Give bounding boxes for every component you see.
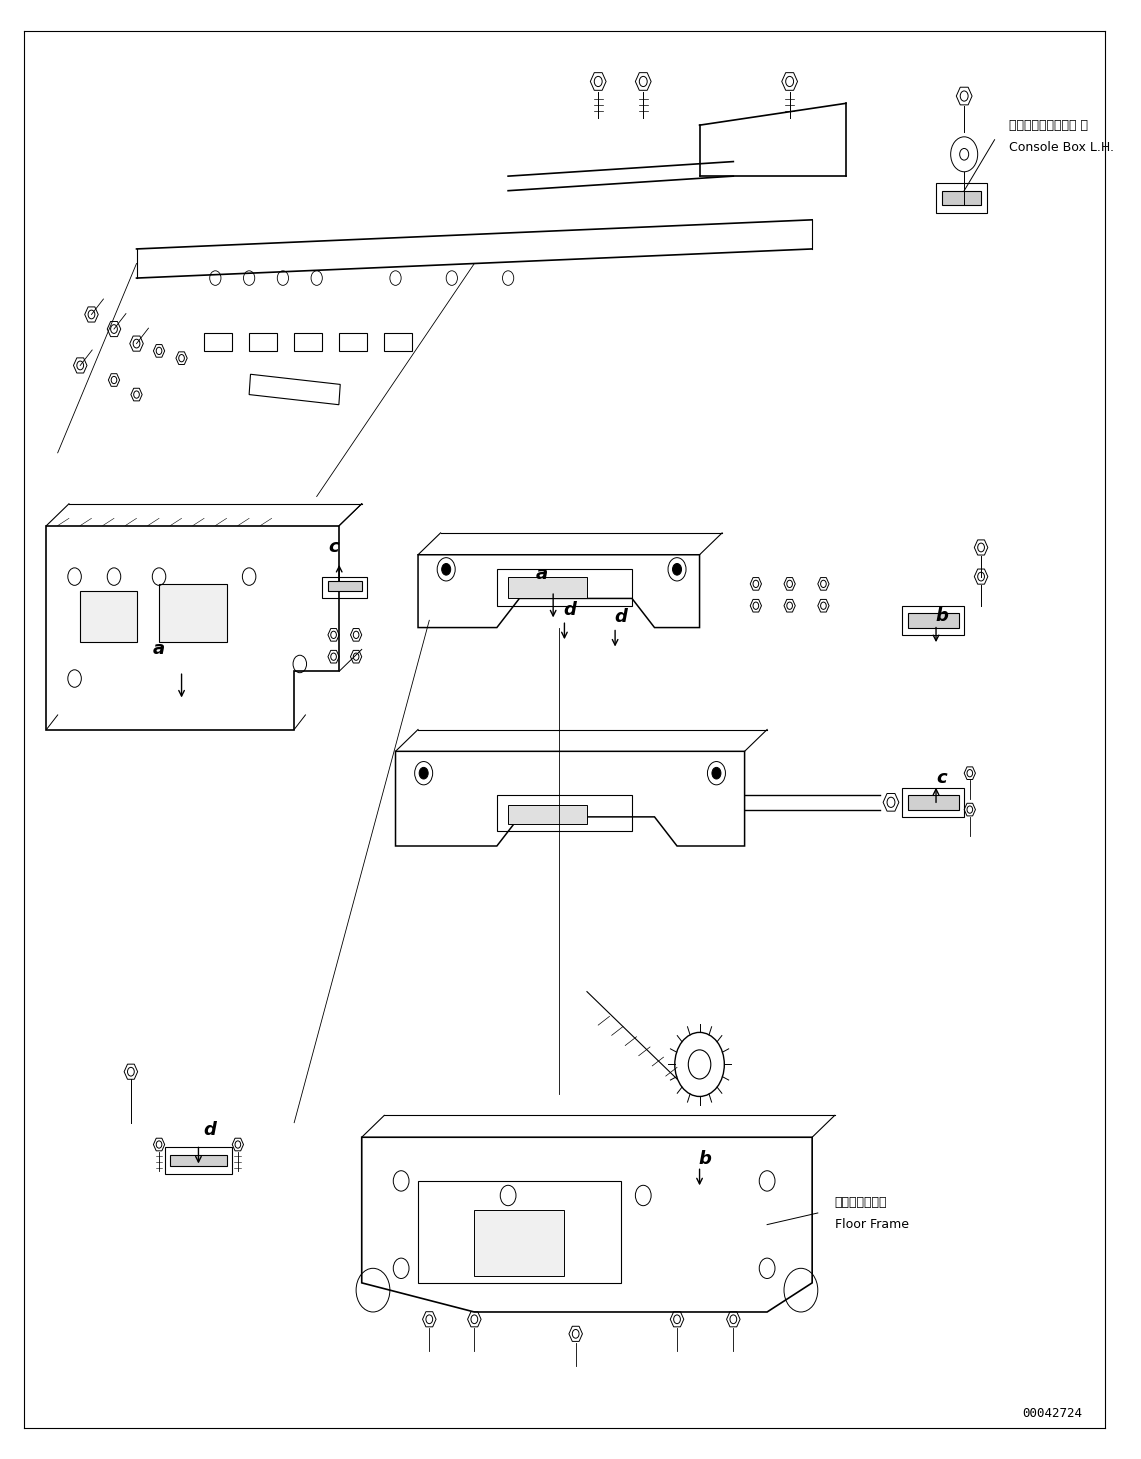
Circle shape: [712, 767, 721, 779]
Circle shape: [672, 563, 681, 575]
Bar: [322, 576, 367, 598]
Bar: [249, 334, 277, 350]
Text: Console Box L.H.: Console Box L.H.: [1010, 140, 1115, 153]
Bar: [908, 795, 958, 810]
Bar: [164, 1147, 233, 1173]
Bar: [475, 1210, 565, 1275]
Bar: [903, 605, 964, 635]
Bar: [508, 576, 586, 598]
Text: d: d: [564, 601, 576, 619]
Text: a: a: [153, 641, 165, 658]
Bar: [294, 334, 322, 350]
Bar: [80, 591, 137, 642]
Bar: [903, 788, 964, 817]
Bar: [170, 1154, 227, 1166]
Bar: [936, 184, 987, 213]
Text: Floor Frame: Floor Frame: [835, 1218, 908, 1231]
Bar: [204, 334, 233, 350]
Bar: [339, 334, 367, 350]
Bar: [941, 191, 981, 206]
Polygon shape: [396, 751, 745, 846]
Polygon shape: [362, 1137, 812, 1312]
Text: c: c: [937, 769, 947, 786]
Polygon shape: [418, 554, 699, 627]
Text: b: b: [698, 1150, 712, 1169]
Bar: [159, 584, 227, 642]
Bar: [418, 1180, 621, 1282]
Bar: [508, 805, 586, 824]
Text: a: a: [536, 565, 548, 582]
Circle shape: [442, 563, 451, 575]
Text: c: c: [329, 538, 339, 556]
Bar: [496, 569, 632, 605]
Text: 00042724: 00042724: [1022, 1408, 1083, 1421]
Circle shape: [419, 767, 428, 779]
Text: d: d: [614, 608, 628, 626]
Text: b: b: [936, 607, 948, 624]
Bar: [327, 581, 362, 591]
Text: フロアフレーム: フロアフレーム: [835, 1196, 888, 1210]
Text: コンソールボックス 左: コンソールボックス 左: [1010, 118, 1089, 131]
Bar: [908, 613, 958, 627]
Polygon shape: [47, 525, 339, 730]
Bar: [385, 334, 412, 350]
Text: d: d: [203, 1121, 216, 1139]
Bar: [496, 795, 632, 832]
